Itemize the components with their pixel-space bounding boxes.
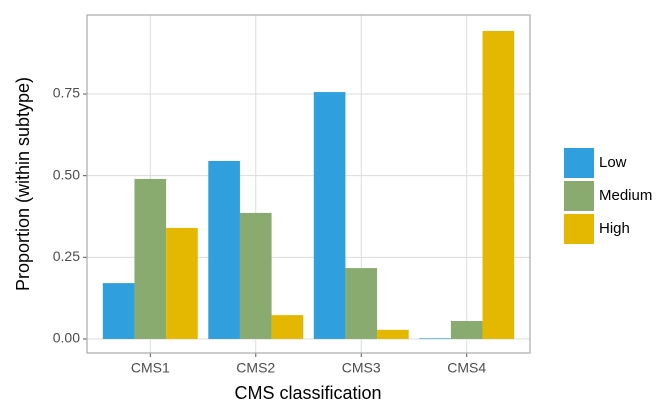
x-tick-label: CMS4	[447, 360, 486, 376]
bar	[166, 227, 198, 339]
legend-label: High	[599, 220, 630, 237]
y-tick-label: 0.50	[53, 166, 80, 182]
bar	[377, 329, 409, 339]
x-tick-label: CMS1	[131, 360, 170, 376]
x-tick-label: CMS3	[342, 360, 381, 376]
legend-swatch	[564, 181, 594, 211]
plot-border	[86, 14, 531, 354]
bar	[313, 92, 346, 339]
bar	[208, 160, 240, 339]
x-tick-label: CMS2	[236, 360, 275, 376]
legend-swatch	[564, 148, 594, 178]
legend-swatch	[564, 214, 594, 244]
bar	[345, 268, 378, 339]
y-tick-label: 0.75	[53, 85, 80, 101]
bar	[271, 315, 304, 339]
bar	[239, 212, 272, 339]
y-axis-title: Proportion (within subtype)	[13, 77, 33, 291]
legend-label: Medium	[599, 187, 652, 204]
y-tick-label: 0.00	[53, 330, 80, 346]
bar	[419, 338, 451, 339]
x-axis-title: CMS classification	[234, 383, 381, 403]
bar	[102, 283, 135, 339]
legend-label: Low	[599, 154, 627, 171]
bar	[134, 178, 167, 339]
y-tick-label: 0.25	[53, 248, 80, 264]
bar	[450, 320, 483, 339]
bar	[482, 31, 515, 339]
